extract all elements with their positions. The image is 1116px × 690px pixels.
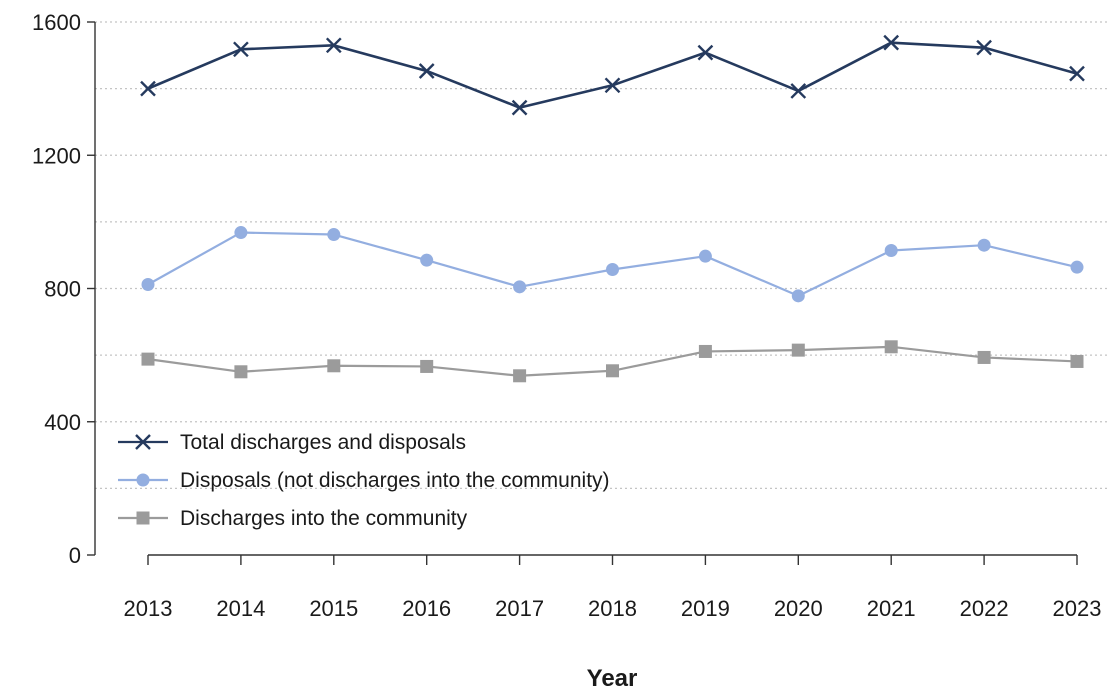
- axes: 0 400 800 1200 1600 2013 2014 2015 2016 2017 2018 2…: [32, 10, 1101, 621]
- point-circle-marker: [327, 228, 341, 242]
- x-tick-label: 2016: [402, 596, 451, 621]
- point-circle-marker: [977, 238, 991, 252]
- point-square-marker: [1070, 354, 1084, 368]
- point-circle-marker: [606, 263, 619, 277]
- legend-entry: Discharges into the community: [118, 507, 468, 530]
- point-circle-marker: [141, 278, 155, 292]
- point-circle-marker: [513, 280, 527, 294]
- x-tick-label: 2014: [216, 596, 265, 621]
- point-circle-marker: [698, 249, 712, 263]
- point-x-marker-legend: [135, 434, 151, 450]
- point-x-marker: [976, 39, 992, 56]
- series-1: [140, 34, 1085, 116]
- point-x-marker: [697, 44, 714, 61]
- x-tick-label: 2019: [681, 596, 730, 621]
- point-x-marker: [140, 80, 156, 97]
- x-axis-title: Year: [587, 665, 638, 690]
- point-square-marker: [884, 340, 898, 354]
- y-tick-label: 0: [69, 543, 81, 568]
- gridlines: [95, 21, 1110, 489]
- legend-label: Discharges into the community: [180, 507, 468, 530]
- point-circle-marker: [234, 226, 248, 240]
- point-square-marker: [234, 365, 248, 379]
- x-tick-label: 2021: [867, 596, 916, 621]
- x-tick-label: 2017: [495, 596, 544, 621]
- x-tick-label: 2015: [309, 596, 358, 621]
- legend-entry: Disposals (not discharges into the commu…: [118, 469, 610, 492]
- point-x-marker: [511, 99, 528, 116]
- point-circle-marker: [791, 289, 805, 303]
- series-line: [147, 41, 1078, 109]
- point-circle-marker-legend: [136, 473, 150, 487]
- point-square-marker: [420, 359, 434, 373]
- point-x-marker: [790, 83, 807, 99]
- point-square-marker: [698, 344, 712, 358]
- point-square-marker: [327, 359, 341, 373]
- series-2: [141, 226, 1084, 303]
- legend-label: Total discharges and disposals: [180, 431, 466, 454]
- point-square-marker: [977, 350, 991, 364]
- x-tick-label: 2023: [1053, 596, 1102, 621]
- legend-label: Disposals (not discharges into the commu…: [180, 469, 610, 492]
- x-tick-label: 2022: [960, 596, 1009, 621]
- point-circle-marker: [1070, 260, 1084, 274]
- point-x-marker: [325, 37, 342, 54]
- y-tick-label: 800: [44, 277, 81, 302]
- series-lines: [140, 34, 1085, 383]
- series-3: [141, 340, 1084, 383]
- point-square-marker: [791, 343, 805, 357]
- y-tick-label: 1200: [32, 143, 81, 168]
- x-tick-label: 2013: [124, 596, 173, 621]
- point-x-marker: [233, 41, 249, 58]
- point-square-marker: [141, 352, 155, 366]
- x-tick-label: 2018: [588, 596, 637, 621]
- point-square-marker: [606, 364, 619, 378]
- point-square-marker-legend: [136, 511, 150, 525]
- x-tick-label: 2020: [774, 596, 823, 621]
- point-square-marker: [513, 369, 527, 383]
- point-x-marker: [883, 34, 900, 51]
- y-tick-label: 400: [44, 410, 81, 435]
- point-circle-marker: [420, 253, 434, 267]
- point-x-marker: [604, 77, 621, 94]
- legend: Total discharges and disposals Disposals …: [118, 431, 610, 530]
- y-tick-label: 1600: [32, 10, 81, 35]
- point-circle-marker: [884, 244, 898, 258]
- legend-entry: Total discharges and disposals: [118, 431, 466, 454]
- point-x-marker: [418, 63, 435, 79]
- point-x-marker: [1069, 65, 1085, 82]
